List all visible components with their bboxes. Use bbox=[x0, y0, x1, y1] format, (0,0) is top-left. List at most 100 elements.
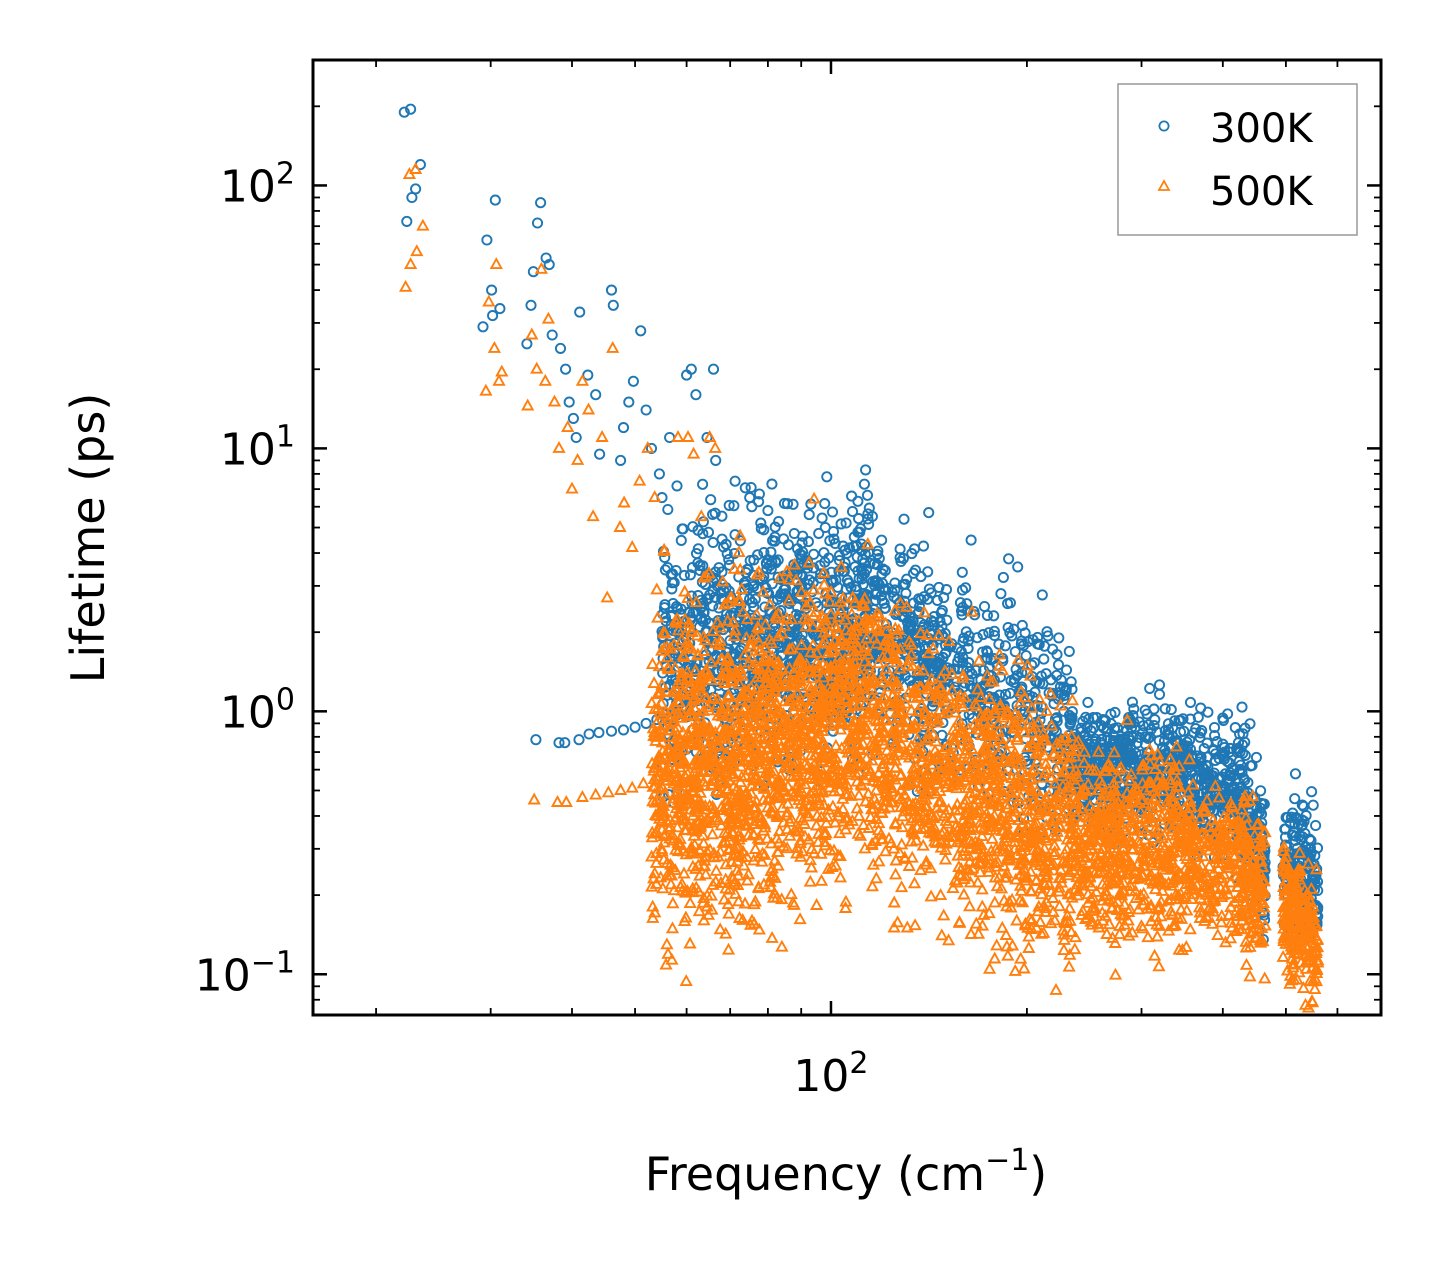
data-point bbox=[691, 655, 703, 667]
data-point bbox=[669, 842, 683, 855]
data-point bbox=[993, 689, 1006, 701]
data-point bbox=[739, 630, 754, 643]
data-point bbox=[703, 724, 717, 737]
data-point bbox=[778, 783, 792, 796]
data-point bbox=[1310, 819, 1322, 832]
data-point bbox=[951, 743, 966, 756]
data-point bbox=[815, 724, 830, 737]
data-point bbox=[720, 825, 735, 838]
data-point bbox=[847, 713, 861, 726]
data-point bbox=[724, 658, 738, 671]
data-point bbox=[494, 303, 506, 315]
data-point bbox=[804, 645, 818, 658]
data-point bbox=[856, 568, 868, 581]
data-point bbox=[1208, 721, 1221, 734]
data-point bbox=[530, 734, 542, 746]
data-point bbox=[655, 801, 669, 814]
data-point bbox=[906, 548, 918, 560]
data-point bbox=[835, 664, 849, 677]
data-point bbox=[931, 661, 943, 673]
data-point bbox=[761, 563, 773, 575]
data-point bbox=[855, 778, 869, 791]
data-point bbox=[913, 593, 925, 605]
data-point bbox=[1287, 807, 1299, 819]
data-points-layer bbox=[398, 103, 1325, 1013]
data-point bbox=[894, 552, 906, 564]
data-point bbox=[1126, 753, 1138, 765]
data-point bbox=[1015, 638, 1027, 650]
data-point bbox=[784, 692, 798, 705]
data-point bbox=[731, 828, 746, 841]
data-point bbox=[832, 783, 847, 796]
data-point bbox=[755, 517, 767, 529]
data-point bbox=[645, 879, 659, 892]
data-point bbox=[878, 597, 890, 609]
data-point bbox=[654, 751, 668, 764]
data-point bbox=[740, 873, 755, 886]
data-point bbox=[832, 777, 846, 790]
data-point bbox=[398, 106, 410, 118]
data-point bbox=[926, 639, 938, 651]
data-point bbox=[767, 791, 781, 804]
data-point bbox=[1004, 627, 1016, 639]
data-point bbox=[1082, 696, 1094, 708]
data-point bbox=[876, 650, 890, 663]
data-point bbox=[723, 553, 735, 566]
data-point bbox=[861, 489, 874, 501]
data-point bbox=[771, 663, 786, 676]
data-point bbox=[703, 669, 717, 682]
data-point bbox=[1033, 915, 1047, 927]
data-point bbox=[828, 633, 842, 646]
data-point bbox=[699, 816, 714, 829]
data-point bbox=[804, 860, 819, 873]
data-point bbox=[1101, 725, 1113, 737]
data-point bbox=[758, 774, 773, 787]
data-point bbox=[645, 442, 658, 454]
data-point bbox=[963, 708, 975, 721]
data-point bbox=[486, 284, 498, 296]
data-point bbox=[686, 693, 701, 706]
data-point bbox=[1058, 693, 1070, 706]
data-point bbox=[1034, 714, 1046, 726]
data-point bbox=[745, 481, 757, 494]
data-point bbox=[848, 541, 860, 553]
data-point bbox=[854, 756, 868, 769]
data-point bbox=[789, 769, 803, 782]
data-point bbox=[817, 577, 831, 590]
data-point bbox=[917, 540, 930, 552]
data-point bbox=[1066, 683, 1078, 695]
data-point bbox=[668, 577, 680, 589]
data-point bbox=[1202, 760, 1214, 772]
data-point bbox=[801, 612, 815, 625]
data-point bbox=[781, 796, 795, 809]
data-point bbox=[648, 702, 662, 715]
data-point bbox=[629, 721, 641, 733]
data-point bbox=[755, 687, 769, 700]
data-point bbox=[669, 615, 684, 628]
data-point bbox=[778, 670, 792, 683]
data-point bbox=[697, 516, 709, 528]
data-point bbox=[605, 284, 618, 296]
data-point bbox=[749, 630, 764, 643]
data-point bbox=[1255, 785, 1267, 797]
data-point bbox=[1052, 659, 1065, 671]
data-point bbox=[567, 412, 579, 424]
data-point bbox=[773, 677, 788, 690]
data-point bbox=[780, 808, 794, 821]
data-point bbox=[844, 745, 858, 758]
data-point bbox=[831, 805, 845, 818]
data-point bbox=[761, 753, 775, 766]
data-point bbox=[677, 734, 691, 747]
data-point bbox=[828, 618, 842, 631]
data-point bbox=[656, 717, 670, 730]
data-point bbox=[851, 826, 865, 839]
data-point bbox=[1208, 767, 1220, 779]
data-point bbox=[726, 703, 741, 716]
data-point bbox=[681, 639, 695, 652]
data-point bbox=[780, 822, 794, 835]
data-point bbox=[744, 492, 756, 504]
data-point bbox=[958, 690, 972, 703]
data-point bbox=[688, 731, 702, 744]
data-point bbox=[845, 754, 860, 766]
data-point bbox=[784, 887, 798, 900]
